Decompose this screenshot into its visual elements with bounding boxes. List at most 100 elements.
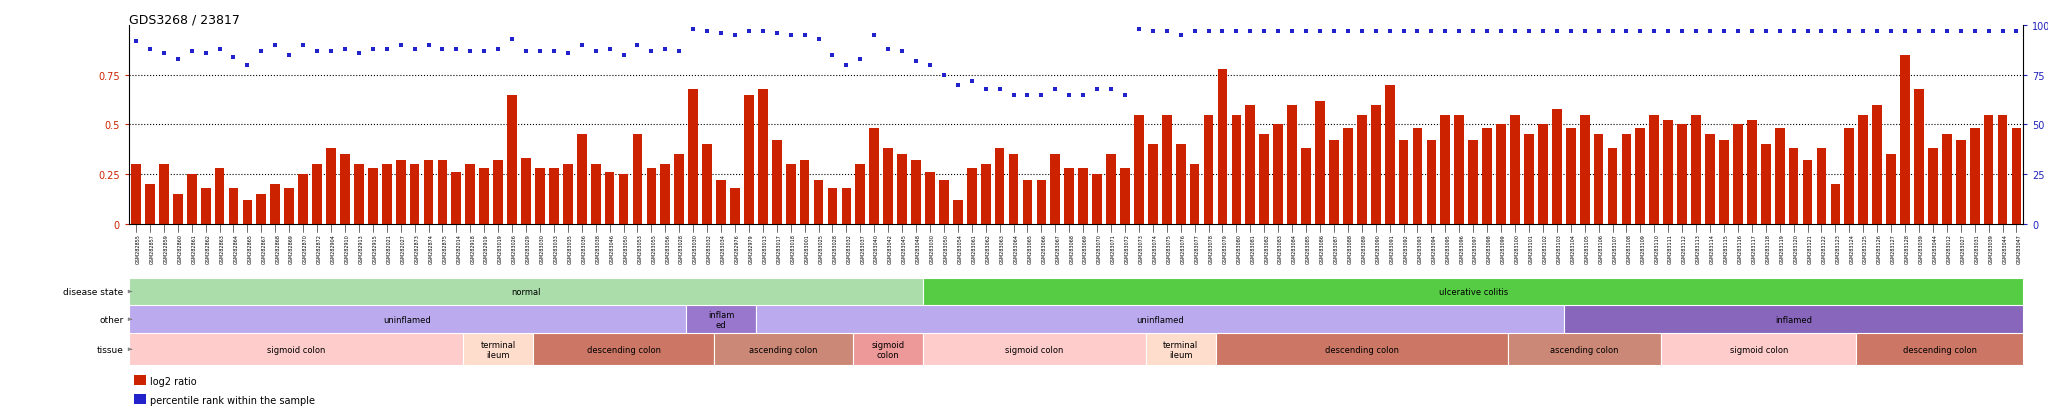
Point [467, 48, 500, 55]
Bar [1706, 135, 1714, 224]
Bar [160, 165, 168, 224]
Bar [717, 180, 725, 224]
Point [1763, 28, 1796, 35]
Bar [1413, 129, 1423, 224]
Bar [1190, 165, 1200, 224]
Point [788, 33, 821, 39]
Bar [215, 169, 225, 224]
Point [1638, 28, 1671, 35]
Text: GSM282869: GSM282869 [289, 234, 295, 263]
Bar [1593, 135, 1604, 224]
Text: descending colon: descending colon [1903, 345, 1976, 354]
Bar [1970, 129, 1980, 224]
Bar [686, 306, 756, 333]
Point [147, 50, 180, 57]
Text: GSM283109: GSM283109 [1640, 234, 1645, 263]
Bar [1454, 115, 1464, 224]
Text: GSM282874: GSM282874 [428, 234, 434, 264]
Text: GSM283069: GSM283069 [1083, 234, 1087, 263]
Text: GSM283025: GSM283025 [819, 234, 823, 264]
Bar [1538, 125, 1548, 224]
Point [1415, 28, 1448, 35]
Text: GSM283085: GSM283085 [1307, 234, 1311, 264]
Bar [508, 95, 516, 224]
Text: GSM283034: GSM283034 [721, 234, 727, 264]
Point [1624, 28, 1657, 35]
Point [719, 33, 752, 39]
Point [690, 28, 723, 35]
Point [1540, 28, 1573, 35]
Text: uninflamed: uninflamed [383, 315, 432, 324]
Bar [1622, 135, 1632, 224]
Bar [897, 155, 907, 224]
Text: GSM282859: GSM282859 [164, 234, 168, 263]
Text: GSM282873: GSM282873 [414, 234, 420, 264]
Text: GSM282864: GSM282864 [233, 234, 238, 264]
Text: GSM283076: GSM283076 [1182, 234, 1186, 264]
Bar [479, 169, 489, 224]
Bar [827, 189, 838, 224]
Bar [465, 165, 475, 224]
Text: other: other [98, 315, 123, 324]
Bar [758, 90, 768, 224]
Text: GSM283037: GSM283037 [860, 234, 866, 264]
Text: GSM283012: GSM283012 [1948, 234, 1952, 264]
Point [942, 82, 975, 89]
Point [676, 27, 709, 33]
Text: GSM283095: GSM283095 [1446, 234, 1450, 263]
Text: GSM283117: GSM283117 [1751, 234, 1757, 264]
Bar [242, 200, 252, 224]
Text: GSM283120: GSM283120 [1794, 234, 1798, 264]
Point [1165, 33, 1198, 39]
Bar [133, 375, 145, 385]
Text: GSM283054: GSM283054 [958, 234, 963, 264]
Point [858, 33, 891, 39]
Bar [532, 333, 715, 366]
Bar [702, 145, 713, 224]
Bar [854, 333, 924, 366]
Text: GSM282021: GSM282021 [387, 234, 391, 264]
Bar [856, 165, 864, 224]
Text: GSM283083: GSM283083 [1278, 234, 1284, 264]
Text: log2 ratio: log2 ratio [150, 376, 197, 386]
Text: GSM283119: GSM283119 [1780, 234, 1784, 263]
Text: GSM283029: GSM283029 [526, 234, 530, 263]
Bar [1260, 135, 1270, 224]
Text: GSM283073: GSM283073 [1139, 234, 1145, 264]
Text: GSM283111: GSM283111 [1669, 234, 1673, 264]
Point [1749, 28, 1782, 35]
Bar [618, 175, 629, 224]
Text: GSM283082: GSM283082 [1264, 234, 1270, 264]
Bar [1427, 141, 1436, 224]
Point [844, 57, 877, 63]
Text: GSM283097: GSM283097 [1473, 234, 1479, 263]
Point [426, 47, 459, 53]
Text: tissue: tissue [96, 345, 123, 354]
Point [1192, 28, 1225, 35]
Text: GSM283116: GSM283116 [1739, 234, 1743, 264]
Text: GSM282868: GSM282868 [274, 234, 281, 264]
Text: GSM282863: GSM282863 [219, 234, 225, 264]
Bar [1358, 115, 1366, 224]
Bar [1288, 105, 1296, 224]
Text: GSM282027: GSM282027 [401, 234, 406, 264]
Bar [633, 135, 643, 224]
Point [371, 47, 403, 53]
Point [1917, 28, 1950, 35]
Point [496, 37, 528, 43]
Bar [354, 165, 365, 224]
Text: GSM282867: GSM282867 [262, 234, 266, 264]
Point [1401, 28, 1434, 35]
Bar [285, 189, 295, 224]
Bar [1161, 115, 1171, 224]
Bar [129, 278, 924, 306]
Point [510, 48, 543, 55]
Text: GSM283128: GSM283128 [1905, 234, 1911, 264]
Bar [1858, 115, 1868, 224]
Bar [799, 161, 809, 224]
Point [954, 78, 987, 85]
Point [119, 38, 152, 45]
Point [1778, 28, 1810, 35]
Bar [1636, 129, 1645, 224]
Bar [549, 169, 559, 224]
